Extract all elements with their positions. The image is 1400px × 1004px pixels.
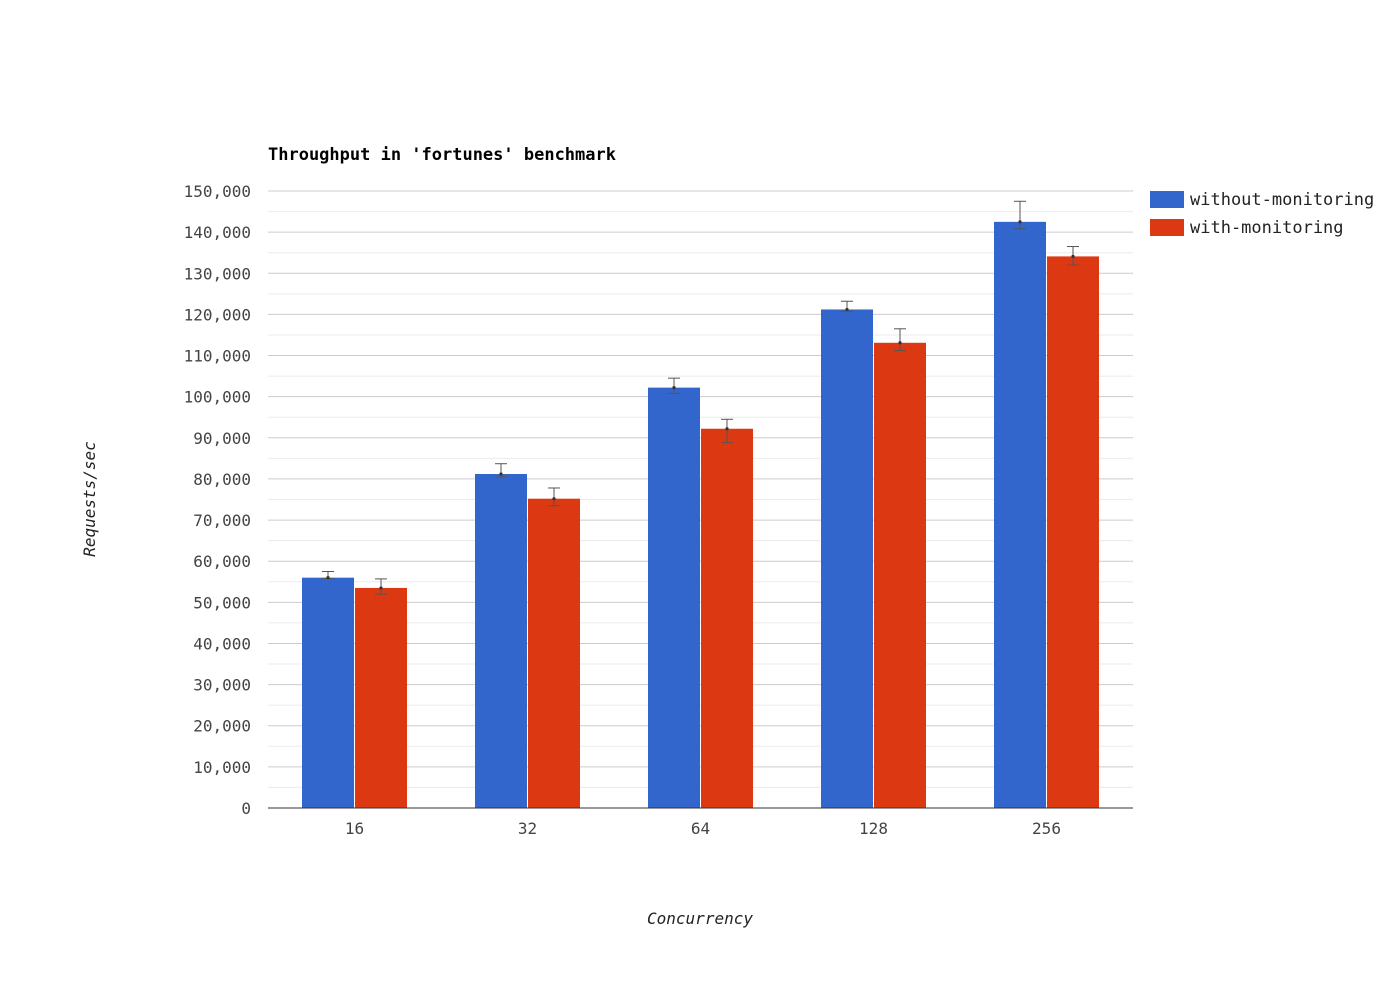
bar-with-monitoring-256: [1047, 256, 1099, 809]
x-tick-label: 256: [1032, 819, 1061, 838]
y-tick-label: 100,000: [184, 388, 251, 407]
x-tick-label: 128: [859, 819, 888, 838]
error-bar-point: [845, 307, 849, 312]
error-bar-point: [672, 386, 676, 390]
bar-with-monitoring-128: [874, 342, 926, 808]
legend-label-without-monitoring: without-monitoring: [1190, 190, 1374, 210]
y-tick-label: 140,000: [184, 223, 251, 242]
y-tick-label: 150,000: [184, 182, 251, 201]
error-bar-point: [1018, 220, 1022, 224]
y-tick-label: 20,000: [193, 717, 251, 736]
error-bar-point: [725, 427, 729, 431]
error-bar-point: [326, 576, 330, 580]
x-tick-label: 32: [518, 819, 537, 838]
y-tick-label: 90,000: [193, 429, 251, 448]
bar-without-monitoring-32: [475, 473, 527, 808]
y-tick-label: 70,000: [193, 511, 251, 530]
x-axis-title: Concurrency: [647, 909, 753, 928]
y-tick-label: 110,000: [184, 347, 251, 366]
y-tick-label: 120,000: [184, 305, 251, 324]
y-tick-label: 40,000: [193, 634, 251, 653]
bar-without-monitoring-128: [821, 309, 873, 808]
gridlines: [268, 190, 1133, 788]
bar-without-monitoring-16: [302, 577, 354, 808]
x-tick-label: 64: [691, 819, 710, 838]
y-axis-title: Requests/sec: [80, 441, 99, 557]
error-bars: [322, 200, 1079, 595]
chart-title: Throughput in 'fortunes' benchmark: [268, 145, 616, 165]
error-bar-point: [499, 472, 503, 476]
y-tick-label: 130,000: [184, 264, 251, 283]
bar-without-monitoring-64: [648, 387, 700, 808]
bar-with-monitoring-64: [701, 428, 753, 808]
error-bar-point: [552, 497, 556, 501]
x-axis-ticks: 16 32 64 128 256: [345, 819, 1061, 838]
y-tick-label: 60,000: [193, 552, 251, 571]
y-tick-label: 80,000: [193, 470, 251, 489]
error-bar-point: [1071, 254, 1075, 259]
y-tick-label: 30,000: [193, 676, 251, 695]
bar-without-monitoring-256: [994, 221, 1046, 809]
bar-with-monitoring-16: [355, 587, 407, 808]
error-bar-point: [898, 341, 902, 345]
legend-swatch-with-monitoring: [1150, 219, 1184, 236]
legend: without-monitoring with-monitoring: [1150, 190, 1374, 238]
legend-swatch-without-monitoring: [1150, 191, 1184, 208]
legend-label-with-monitoring: with-monitoring: [1190, 218, 1344, 238]
x-tick-label: 16: [345, 819, 364, 838]
y-tick-label: 0: [241, 799, 251, 818]
y-tick-label: 50,000: [193, 593, 251, 612]
bar-with-monitoring-32: [528, 498, 580, 808]
error-bar-point: [379, 586, 383, 590]
bars: [302, 221, 1099, 809]
y-axis-ticks: 0 10,000 20,000 30,000 40,000 50,000 60,000 70,…: [184, 182, 251, 818]
y-tick-label: 10,000: [193, 758, 251, 777]
